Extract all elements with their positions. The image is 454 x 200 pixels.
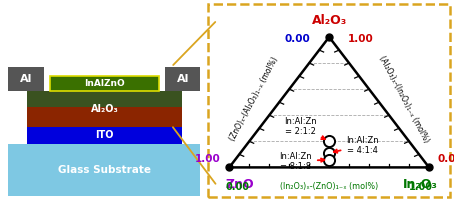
Bar [50, 76, 159, 91]
Bar [8, 67, 44, 91]
Text: ITO: ITO [95, 130, 114, 140]
Text: 0.00: 0.00 [226, 182, 250, 192]
Text: 0.00: 0.00 [437, 154, 454, 164]
Text: Al₂O₃: Al₂O₃ [90, 104, 118, 114]
Bar [8, 144, 201, 196]
Text: 0.00: 0.00 [285, 34, 311, 44]
Bar [27, 107, 182, 127]
Text: 1.00: 1.00 [195, 154, 221, 164]
Text: (In₂O₃)ₓ-(ZnO)₁₋ₓ (mol%): (In₂O₃)ₓ-(ZnO)₁₋ₓ (mol%) [280, 182, 378, 191]
Text: In:Al:Zn
= 2:1:2: In:Al:Zn = 2:1:2 [284, 117, 325, 139]
Polygon shape [229, 37, 429, 167]
Bar [27, 127, 182, 144]
Text: InAlZnO: InAlZnO [84, 79, 125, 88]
Text: In:Al:Zn
= 4:1:4: In:Al:Zn = 4:1:4 [334, 136, 379, 155]
Text: In:Al:Zn
= 8:1:8: In:Al:Zn = 8:1:8 [280, 152, 324, 171]
Text: (ZnO)ₓ-(Al₂O₃)₁₋ₓ (mol%): (ZnO)ₓ-(Al₂O₃)₁₋ₓ (mol%) [228, 56, 280, 143]
Text: Glass Substrate: Glass Substrate [58, 165, 151, 175]
Bar [165, 67, 201, 91]
Text: ZnO: ZnO [225, 178, 254, 191]
Text: Al₂O₃: Al₂O₃ [311, 14, 347, 27]
Text: Al: Al [20, 74, 32, 84]
Text: 1.00: 1.00 [409, 182, 433, 192]
Text: 1.00: 1.00 [348, 34, 374, 44]
Text: (Al₂O₃)ₓ-(In₂O₃)₁₋ₓ (mol%): (Al₂O₃)ₓ-(In₂O₃)₁₋ₓ (mol%) [377, 54, 431, 144]
Bar [27, 91, 182, 107]
Text: Al: Al [177, 74, 189, 84]
Text: In₂O₃: In₂O₃ [403, 178, 437, 191]
